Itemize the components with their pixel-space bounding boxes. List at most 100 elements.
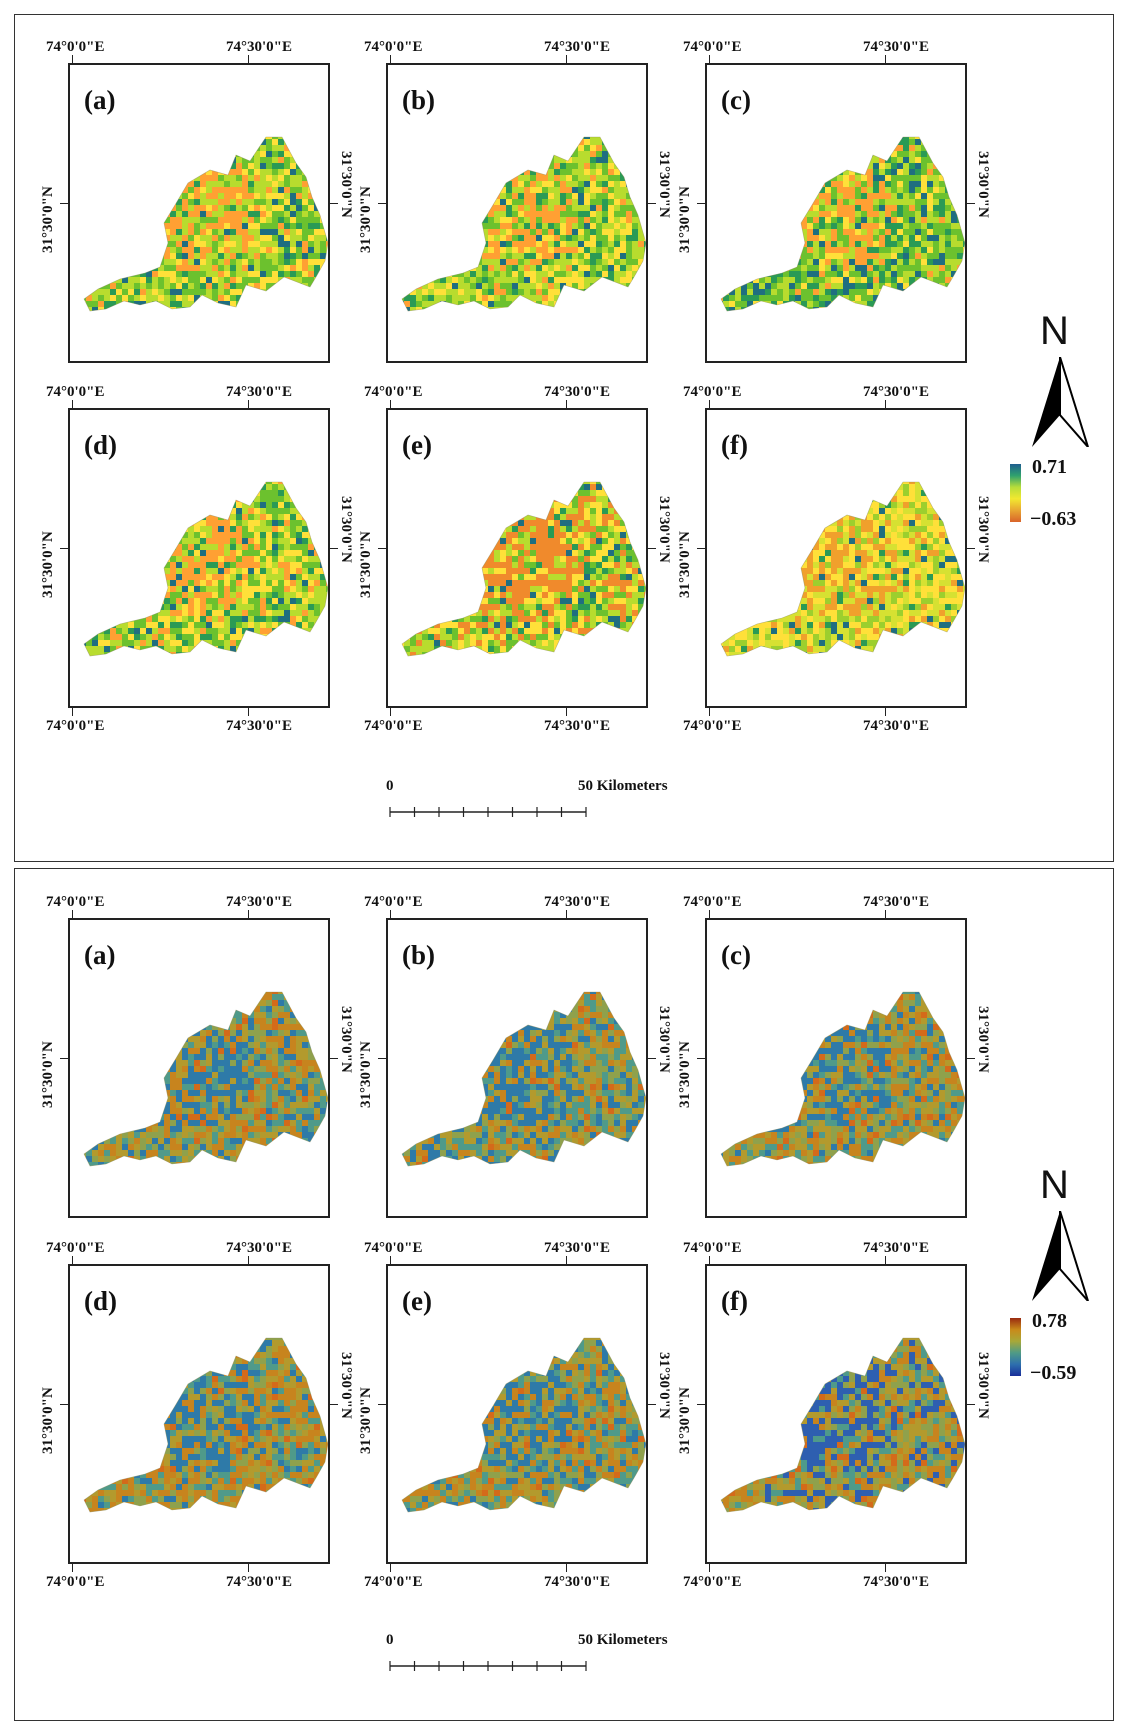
map-raster-svg [720,136,965,312]
latitude-label-right: 31°30'0"N [338,151,354,218]
axis-tick [566,910,567,918]
longitude-label-top-left: 74°0'0"E [364,39,423,55]
map-raster-svg [401,1337,646,1513]
scale-bar-end-label: 50 Kilometers [578,778,668,794]
latitude-label-right: 31°30'0"N [975,1352,991,1419]
longitude-label-top-right: 74°30'0"E [863,1240,929,1256]
longitude-label-bottom-left: 74°0'0"E [46,718,105,734]
longitude-label-top-left: 74°0'0"E [46,384,105,400]
axis-tick [330,1404,338,1405]
latitude-label-right: 31°30'0"N [975,151,991,218]
raster-layer [721,482,965,656]
axis-tick [967,1404,975,1405]
map-raster-svg [83,136,328,312]
axis-tick [697,203,705,204]
map-panel-label: (d) [84,1286,117,1316]
map-raster-svg [720,1337,965,1513]
longitude-label-bottom-right: 74°30'0"E [544,1574,610,1590]
longitude-label-bottom-left: 74°0'0"E [683,718,742,734]
axis-tick [390,910,391,918]
axis-tick [330,548,338,549]
map-raster-svg [401,136,646,312]
axis-tick [390,1564,391,1572]
longitude-label-bottom-right: 74°30'0"E [226,1574,292,1590]
axis-tick [566,55,567,63]
raster-layer [84,482,328,656]
latitude-label-right: 31°30'0"N [975,496,991,563]
axis-tick [885,55,886,63]
legend-max-value: 0.78 [1032,1310,1067,1332]
axis-tick [709,55,710,63]
longitude-label-top-right: 74°30'0"E [544,384,610,400]
raster-layer [721,992,965,1166]
map-frame-bottom-d: (d) [68,1264,330,1564]
longitude-label-top-right: 74°30'0"E [863,39,929,55]
axis-tick [566,708,567,716]
map-panel-label: (d) [84,430,117,460]
map-frame-bottom-a: (a) [68,918,330,1218]
axis-tick [697,548,705,549]
longitude-label-top-left: 74°0'0"E [46,1240,105,1256]
axis-tick [72,1256,73,1264]
latitude-label-right: 31°30'0"N [338,1006,354,1073]
map-panel-label: (c) [721,85,751,115]
axis-tick [566,1256,567,1264]
map-raster-svg [401,991,646,1167]
latitude-label-left: 31°30'0"N [358,1041,374,1108]
axis-tick [697,1058,705,1059]
raster-layer [402,482,646,656]
axis-tick [390,708,391,716]
raster-layer [84,1338,328,1512]
axis-tick [967,1058,975,1059]
scale-bar-end-label: 50 Kilometers [578,1632,668,1648]
raster-layer [84,137,328,311]
latitude-label-left: 31°30'0"N [40,1041,56,1108]
longitude-label-bottom-right: 74°30'0"E [226,718,292,734]
axis-tick [60,1058,68,1059]
longitude-label-top-left: 74°0'0"E [683,894,742,910]
axis-tick [709,910,710,918]
axis-tick [709,708,710,716]
axis-tick [72,55,73,63]
map-panel-label: (e) [402,430,432,460]
latitude-label-right: 31°30'0"N [656,496,672,563]
axis-tick [378,203,386,204]
map-frame-bottom-c: (c) [705,918,967,1218]
axis-tick [248,1564,249,1572]
scale-bar [389,1661,587,1671]
axis-tick [967,203,975,204]
map-frame-bottom-e: (e) [386,1264,648,1564]
axis-tick [330,203,338,204]
axis-tick [648,1404,656,1405]
longitude-label-top-right: 74°30'0"E [226,384,292,400]
latitude-label-left: 31°30'0"N [677,1387,693,1454]
axis-tick [378,1404,386,1405]
axis-tick [378,1058,386,1059]
axis-tick [248,708,249,716]
longitude-label-bottom-left: 74°0'0"E [46,1574,105,1590]
longitude-label-top-left: 74°0'0"E [364,894,423,910]
legend-color-ramp [1010,464,1021,522]
north-arrow-icon [1032,1211,1089,1301]
longitude-label-top-right: 74°30'0"E [544,894,610,910]
raster-layer [402,992,646,1166]
axis-tick [248,400,249,408]
longitude-label-top-left: 74°0'0"E [364,384,423,400]
map-raster-svg [720,481,965,657]
latitude-label-right: 31°30'0"N [338,496,354,563]
map-raster-svg [401,481,646,657]
longitude-label-top-right: 74°30'0"E [544,39,610,55]
north-arrow-letter: N [1040,1163,1069,1207]
legend-min-value: −0.59 [1030,1362,1077,1384]
map-raster-svg [83,1337,328,1513]
longitude-label-top-right: 74°30'0"E [544,1240,610,1256]
scale-bar-start-label: 0 [386,1632,394,1648]
map-raster-svg [720,991,965,1167]
latitude-label-right: 31°30'0"N [338,1352,354,1419]
axis-tick [72,910,73,918]
axis-tick [72,400,73,408]
axis-tick [330,1058,338,1059]
raster-layer [721,1338,965,1512]
axis-tick [248,910,249,918]
axis-tick [60,203,68,204]
